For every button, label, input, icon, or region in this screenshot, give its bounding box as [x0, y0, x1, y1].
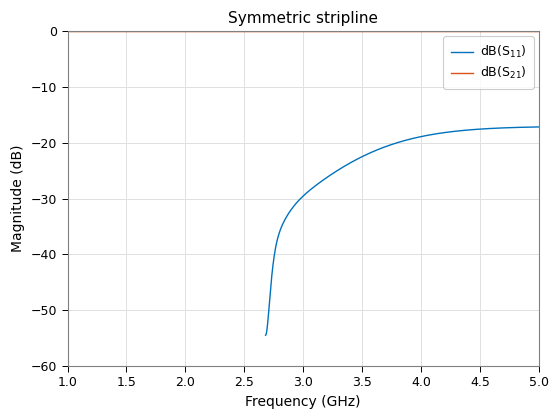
Y-axis label: Magnitude (dB): Magnitude (dB)	[11, 145, 25, 252]
dB(S$_{11}$)	[452, 129, 459, 134]
X-axis label: Frequency (GHz): Frequency (GHz)	[245, 395, 361, 409]
dB(S$_{11}$)	[347, 160, 353, 165]
dB(S$_{11}$)	[535, 124, 542, 129]
dB(S$_{21}$)	[244, 29, 251, 34]
dB(S$_{11}$)	[416, 134, 423, 139]
dB(S$_{21}$)	[452, 29, 459, 34]
Legend: dB(S$_{11}$), dB(S$_{21}$): dB(S$_{11}$), dB(S$_{21}$)	[444, 37, 534, 89]
dB(S$_{21}$)	[371, 29, 377, 34]
dB(S$_{21}$)	[416, 29, 423, 34]
Line: dB(S$_{11}$): dB(S$_{11}$)	[265, 127, 539, 335]
dB(S$_{11}$)	[371, 149, 377, 154]
Title: Symmetric stripline: Symmetric stripline	[228, 11, 378, 26]
dB(S$_{21}$)	[347, 29, 353, 34]
dB(S$_{21}$)	[535, 29, 542, 34]
dB(S$_{21}$)	[64, 29, 71, 34]
dB(S$_{21}$)	[150, 29, 157, 34]
